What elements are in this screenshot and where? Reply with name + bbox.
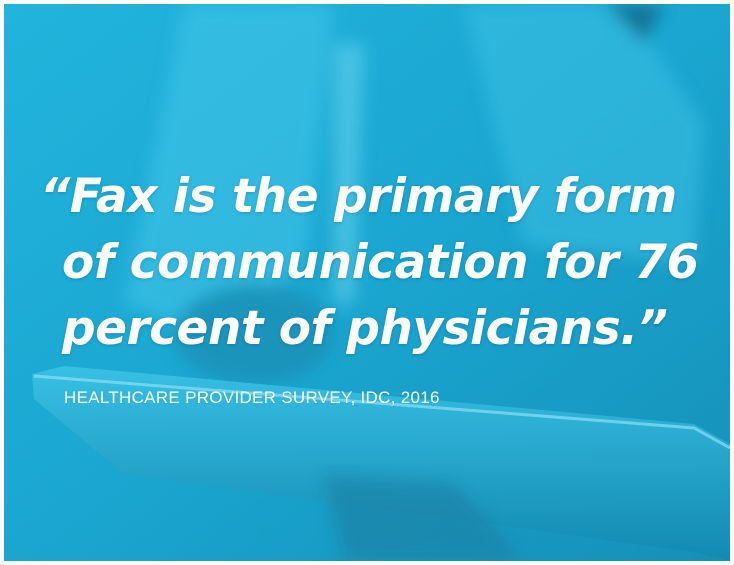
background-photo <box>4 4 730 561</box>
quote-line: “Fax is the primary form <box>40 169 677 224</box>
quote-text: “Fax is the primary form of communicatio… <box>40 164 699 362</box>
quote-line: percent of physicians.” <box>62 301 668 356</box>
quote-card: “Fax is the primary form of communicatio… <box>4 4 730 561</box>
quote-line: of communication for 76 <box>62 235 699 290</box>
attribution: HEALTHCARE PROVIDER SURVEY, IDC, 2016 <box>64 388 440 407</box>
tablet-shape <box>32 366 730 561</box>
